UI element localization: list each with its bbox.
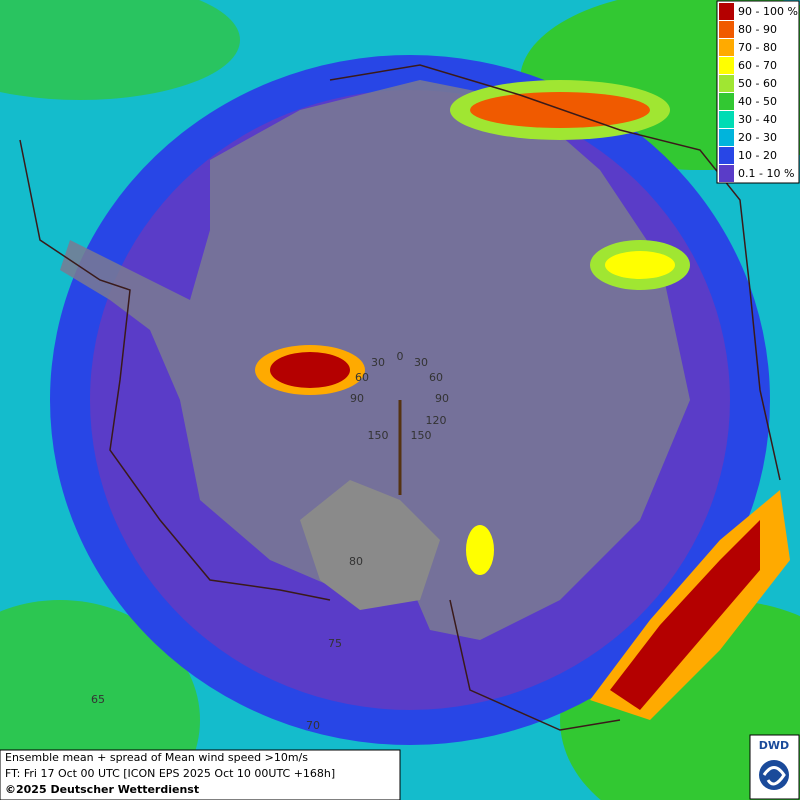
graticule-label: 0 bbox=[397, 350, 404, 363]
coastline bbox=[19, 64, 781, 731]
graticule-label: 150 bbox=[368, 429, 389, 442]
logo-icon bbox=[759, 760, 789, 790]
patch bbox=[610, 520, 760, 710]
legend-label: 10 - 20 bbox=[738, 149, 777, 162]
legend: 90 - 100 % 80 - 90 70 - 80 60 - 70 50 - 60 40… bbox=[716, 0, 800, 184]
legend-swatch bbox=[719, 165, 734, 182]
graticule-label: 90 bbox=[435, 392, 449, 405]
legend-label: 70 - 80 bbox=[738, 41, 777, 54]
legend-swatch bbox=[719, 21, 734, 38]
graticule-label: 60 bbox=[355, 371, 369, 384]
legend-label: 40 - 50 bbox=[738, 95, 777, 108]
legend-swatch bbox=[719, 39, 734, 56]
legend-label: 90 - 100 % bbox=[738, 5, 798, 18]
legend-swatch bbox=[719, 129, 734, 146]
legend-swatch bbox=[719, 147, 734, 164]
legend-swatch bbox=[719, 75, 734, 92]
logo-text: DWD bbox=[759, 739, 789, 752]
legend-swatch bbox=[719, 3, 734, 20]
footer-box bbox=[0, 749, 401, 801]
graticule-label: 75 bbox=[328, 637, 342, 650]
patch bbox=[605, 251, 675, 279]
legend-label: 20 - 30 bbox=[738, 131, 777, 144]
legend-swatch bbox=[719, 111, 734, 128]
legend-label: 80 - 90 bbox=[738, 23, 777, 36]
graticule-label: 30 bbox=[414, 356, 428, 369]
legend-label: 0.1 - 10 % bbox=[738, 167, 794, 180]
graticule-label: 30 bbox=[371, 356, 385, 369]
footer-text: Ensemble mean + spread of Mean wind spee… bbox=[5, 751, 308, 764]
graticule-label: 90 bbox=[350, 392, 364, 405]
footer-copyright: ©2025 Deutscher Wetterdienst bbox=[5, 783, 199, 796]
graticule-label: 70 bbox=[306, 719, 320, 732]
legend-label: 30 - 40 bbox=[738, 113, 777, 126]
patch bbox=[466, 525, 494, 575]
graticule-label: 150 bbox=[411, 429, 432, 442]
legend-label: 60 - 70 bbox=[738, 59, 777, 72]
legend-swatch bbox=[719, 57, 734, 74]
land bbox=[60, 80, 690, 640]
graticule-label: 80 bbox=[349, 555, 363, 568]
graticule-label: 65 bbox=[91, 693, 105, 706]
legend-swatch bbox=[719, 93, 734, 110]
legend-label: 50 - 60 bbox=[738, 77, 777, 90]
footer-text: FT: Fri 17 Oct 00 UTC [ICON EPS 2025 Oct… bbox=[5, 767, 335, 780]
patch bbox=[470, 92, 650, 128]
patch bbox=[270, 352, 350, 388]
graticule-label: 60 bbox=[429, 371, 443, 384]
ice-shelf bbox=[300, 480, 440, 610]
logo-swirl bbox=[762, 766, 786, 786]
graticule-label: 120 bbox=[426, 414, 447, 427]
field bbox=[0, 0, 240, 100]
